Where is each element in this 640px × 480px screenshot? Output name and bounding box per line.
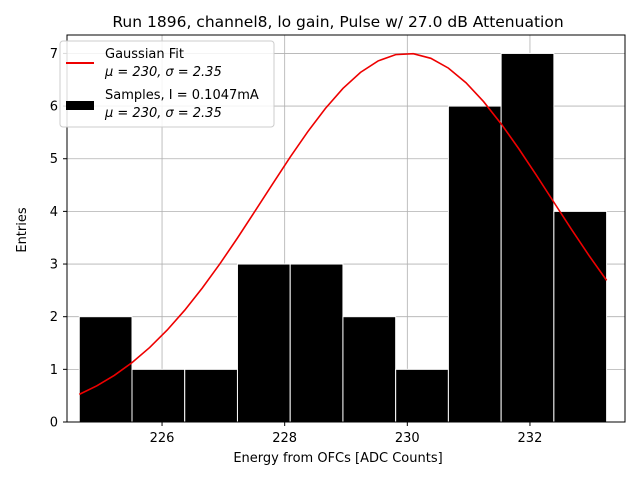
histogram-bar-7: [447, 105, 502, 423]
legend: Gaussian Fit μ = 230, σ = 2.35 Samples, I…: [59, 40, 275, 128]
histogram-bar-3: [236, 263, 291, 423]
legend-fit-mu: μ = 230,: [104, 65, 161, 80]
histogram-bar-2: [184, 368, 238, 423]
legend-fit-stats: μ = 230, σ = 2.35: [104, 65, 222, 80]
histogram-bar-0: [78, 316, 133, 423]
legend-samples-mu: μ = 230,: [104, 106, 161, 121]
y-tick-label-4: 4: [50, 205, 58, 220]
histogram-bar-5: [342, 316, 397, 423]
x-tick-label-3: 232: [518, 431, 543, 446]
histogram-bar-8: [500, 52, 555, 423]
y-tick-label-2: 2: [50, 310, 58, 325]
y-tick-label-0: 0: [50, 416, 58, 431]
chart-title: Run 1896, channel8, lo gain, Pulse w/ 27…: [112, 13, 563, 31]
y-tick-label-5: 5: [50, 152, 58, 167]
y-tick-label-3: 3: [50, 258, 58, 273]
legend-fit-sigma: σ = 2.35: [165, 65, 221, 80]
y-tick-label-7: 7: [50, 47, 58, 62]
x-axis-ticks: 226 228 230 232: [150, 422, 543, 446]
y-axis-label: Entries: [15, 207, 30, 253]
x-tick-label-1: 228: [272, 431, 297, 446]
x-tick-label-2: 230: [395, 431, 420, 446]
legend-box: [59, 40, 275, 128]
histogram-bar-1: [131, 368, 186, 423]
histogram-bars: [78, 52, 608, 423]
legend-samples-swatch: [66, 101, 94, 110]
axes-frame: [66, 34, 626, 423]
legend-samples-label: Samples, I = 0.1047mA: [105, 88, 259, 103]
y-tick-label-1: 1: [50, 363, 58, 378]
legend-samples-stats: μ = 230, σ = 2.35: [104, 106, 222, 121]
histogram-bar-9: [553, 210, 608, 423]
legend-samples-sigma: σ = 2.35: [165, 106, 221, 121]
gaussian-fit-line: [78, 52, 608, 396]
histogram-bar-4: [289, 263, 344, 423]
legend-fit-label: Gaussian Fit: [105, 47, 184, 62]
y-tick-label-6: 6: [50, 100, 58, 115]
histogram-bar-6: [395, 368, 449, 423]
x-axis-label: Energy from OFCs [ADC Counts]: [233, 451, 442, 466]
y-axis-ticks: 0 1 2 3 4 5 6 7: [50, 47, 67, 431]
x-tick-label-0: 226: [150, 431, 175, 446]
